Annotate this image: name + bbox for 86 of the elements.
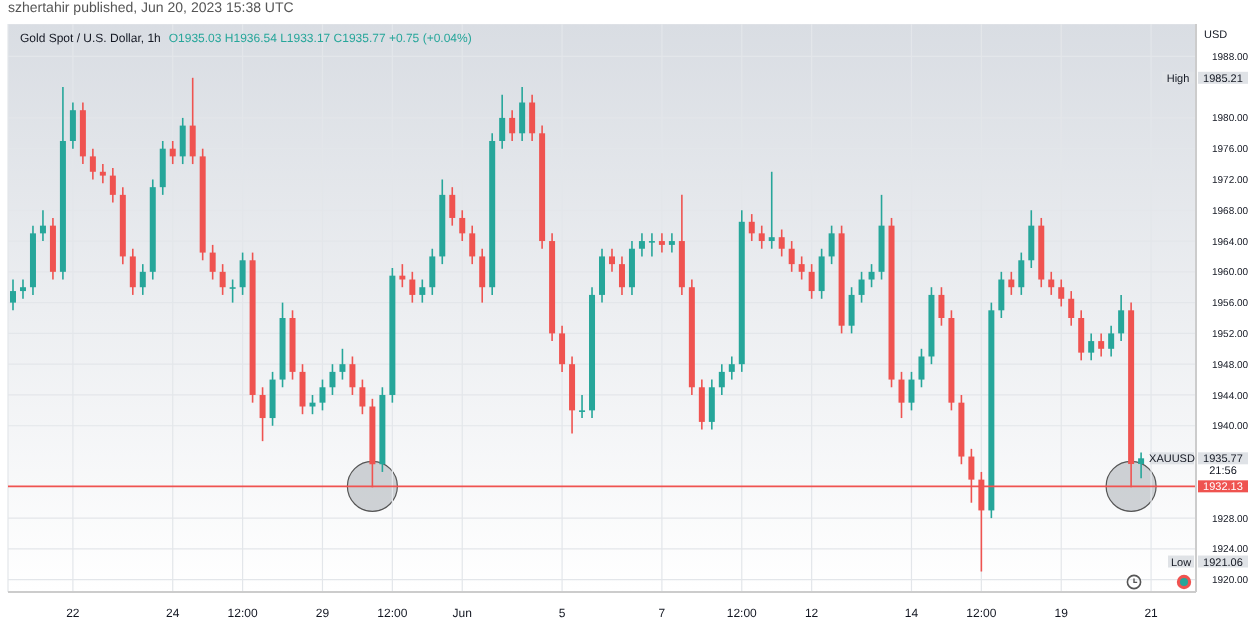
candlestick xyxy=(179,117,186,165)
candlestick xyxy=(708,378,715,431)
candlestick xyxy=(129,247,136,296)
candlestick xyxy=(648,232,655,258)
candlestick xyxy=(758,224,765,250)
candlestick xyxy=(159,140,166,196)
candlestick xyxy=(359,378,366,416)
candlestick xyxy=(918,347,925,389)
candlestick xyxy=(329,363,336,396)
candlestick xyxy=(229,278,236,304)
candlestick xyxy=(608,247,615,273)
candlestick xyxy=(579,394,586,419)
candlestick xyxy=(10,278,16,312)
candlestick xyxy=(1118,294,1125,342)
candlestick xyxy=(628,240,635,296)
candlestick xyxy=(818,247,825,300)
candlestick xyxy=(449,186,456,227)
candlestick xyxy=(1108,324,1115,358)
candlestick xyxy=(429,247,436,296)
candlestick xyxy=(798,255,805,281)
candlestick xyxy=(658,232,665,254)
candlestick xyxy=(419,278,426,304)
candlestick xyxy=(569,355,576,435)
candlestick xyxy=(698,378,705,431)
candlestick xyxy=(339,347,346,381)
candlestick xyxy=(259,386,266,442)
candlestick xyxy=(169,140,176,165)
candlestick xyxy=(99,163,106,185)
candlestick xyxy=(618,255,625,296)
candlestick xyxy=(319,378,326,412)
candlestick xyxy=(678,194,685,296)
candlestick xyxy=(868,263,875,289)
candlestick xyxy=(1078,309,1085,362)
candlestick xyxy=(529,94,536,142)
candlestick xyxy=(1058,278,1065,308)
candlestick xyxy=(559,324,566,373)
candlestick xyxy=(349,355,356,396)
candlestick xyxy=(748,213,755,242)
candlestick xyxy=(209,244,216,281)
candlestick xyxy=(898,371,905,419)
candlestick xyxy=(638,232,645,258)
candlestick xyxy=(409,271,416,304)
candlestick xyxy=(1018,251,1025,296)
candlestick xyxy=(49,217,56,281)
candlestick xyxy=(109,167,116,204)
candlestick xyxy=(599,247,606,304)
candlestick xyxy=(519,86,526,142)
candlestick xyxy=(668,232,675,254)
candlestick xyxy=(219,263,226,296)
candlestick xyxy=(938,286,945,327)
candlestick xyxy=(299,363,306,416)
candlestick xyxy=(399,263,406,289)
candlestick xyxy=(878,194,885,281)
candlestick xyxy=(79,101,86,165)
candlestick xyxy=(998,271,1005,319)
candlestick xyxy=(139,263,146,296)
candlestick xyxy=(39,209,46,242)
candlestick xyxy=(469,224,476,265)
candlestick xyxy=(728,355,735,381)
candlestick xyxy=(89,147,96,181)
candlestick xyxy=(269,371,276,427)
candlestick xyxy=(459,209,466,242)
candlestick xyxy=(908,371,915,412)
candlestick xyxy=(1138,451,1145,480)
candlestick xyxy=(239,251,246,296)
candlestick xyxy=(499,94,506,150)
candlestick xyxy=(808,263,815,300)
candlestick xyxy=(509,109,516,142)
candlestick xyxy=(1088,332,1095,362)
candlestick xyxy=(1098,332,1105,358)
candlestick xyxy=(718,363,725,396)
candlestick xyxy=(69,101,76,150)
candlestick xyxy=(848,286,855,335)
candlestick xyxy=(189,77,196,165)
candlestick xyxy=(1008,271,1015,296)
candlestick xyxy=(1028,209,1035,269)
candlestick xyxy=(768,170,775,250)
candlestick xyxy=(778,228,785,258)
candlestick xyxy=(788,240,795,273)
candlestick xyxy=(1068,290,1075,327)
candlestick xyxy=(828,224,835,265)
candlestick xyxy=(309,394,316,416)
candlestick xyxy=(858,271,865,304)
candlestick xyxy=(19,278,26,300)
candlestick xyxy=(1048,271,1055,296)
candlestick xyxy=(479,247,486,304)
